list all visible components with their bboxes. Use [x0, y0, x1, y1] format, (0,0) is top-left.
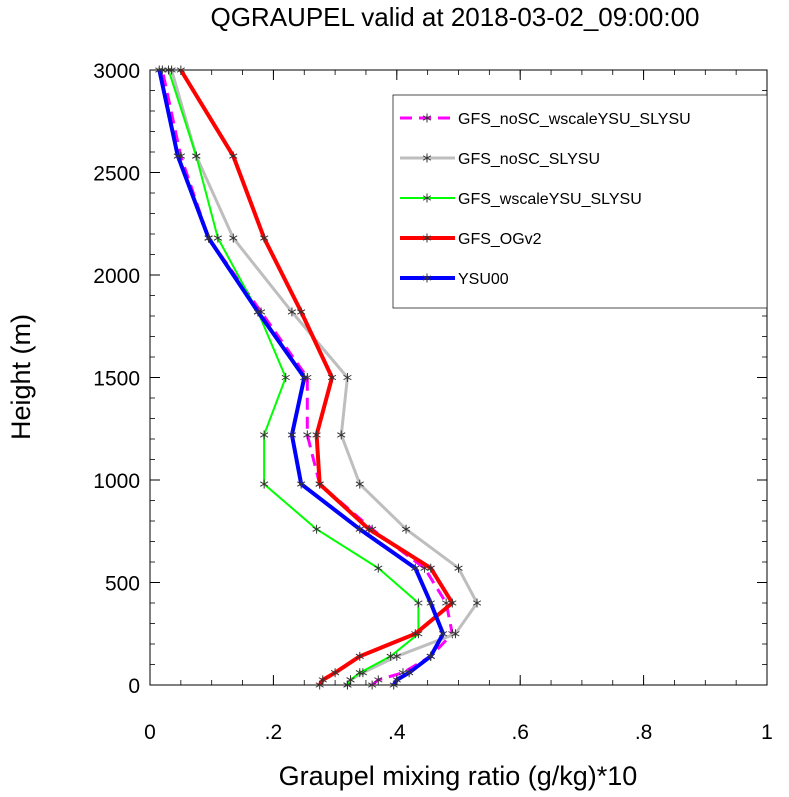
chart-title: QGRAUPEL valid at 2018-03-02_09:00:00 — [210, 2, 699, 32]
data-point — [315, 479, 324, 489]
data-point — [259, 430, 269, 440]
data-point — [386, 651, 395, 661]
data-point — [426, 651, 435, 661]
data-point — [164, 65, 173, 75]
data-point — [303, 430, 312, 440]
data-point — [367, 680, 377, 690]
data-point — [346, 675, 355, 685]
data-point — [438, 629, 448, 639]
data-point — [426, 598, 435, 608]
data-point — [318, 675, 327, 685]
data-point — [213, 233, 223, 243]
data-point — [259, 233, 269, 243]
data-point — [173, 151, 182, 161]
data-point — [300, 373, 309, 382]
legend-label: GFS_noSC_SLYSU — [458, 151, 600, 168]
data-point — [448, 598, 457, 608]
data-point — [176, 65, 185, 75]
legend-label: GFS_noSC_wscaleYSU_SLYSU — [458, 111, 691, 128]
legend-marker — [422, 193, 432, 203]
data-point — [426, 563, 435, 573]
data-point — [355, 479, 364, 489]
data-point — [155, 65, 164, 75]
data-point — [374, 675, 383, 685]
series-line-gfs-wscaleysu-slysu — [167, 69, 420, 686]
data-point — [411, 563, 420, 573]
data-point — [374, 563, 383, 573]
data-point — [355, 668, 364, 678]
data-point — [253, 307, 263, 317]
data-point — [281, 373, 290, 382]
data-point — [404, 668, 414, 678]
data-point — [414, 598, 423, 608]
data-point — [192, 151, 201, 161]
legend-box — [392, 94, 768, 309]
data-point — [392, 675, 401, 685]
x-tick-label: .6 — [511, 721, 529, 744]
data-point — [297, 307, 306, 317]
legend-marker — [422, 273, 432, 283]
x-tick-label: .2 — [265, 721, 283, 744]
y-tick-label: 2000 — [93, 265, 140, 288]
y-tick-label: 2500 — [93, 163, 140, 186]
data-point — [287, 430, 297, 440]
series-layer — [155, 65, 482, 690]
data-point — [259, 479, 269, 489]
data-point — [287, 307, 297, 317]
x-tick-label: 1 — [761, 721, 773, 744]
y-tick-label: 1000 — [93, 470, 140, 493]
data-point — [454, 563, 463, 573]
legend-label: GFS_OGv2 — [458, 231, 542, 248]
data-point — [312, 430, 321, 440]
data-point — [312, 524, 321, 534]
data-point — [337, 430, 346, 440]
legend-marker — [422, 153, 432, 163]
data-point — [327, 373, 337, 382]
x-tick-label: .4 — [388, 721, 406, 744]
data-point — [355, 651, 364, 661]
data-point — [451, 629, 460, 639]
x-tick-label: 0 — [144, 721, 156, 744]
y-tick-label: 0 — [128, 675, 140, 698]
y-tick-label: 3000 — [93, 60, 140, 83]
data-point — [204, 233, 213, 243]
legend-marker — [422, 113, 432, 123]
data-point — [355, 524, 364, 534]
legend: GFS_noSC_wscaleYSU_SLYSU GFS_noSC_SLYSU GF… — [392, 94, 768, 309]
data-point — [364, 524, 374, 534]
data-point — [229, 151, 238, 161]
y-axis-label: Height (m) — [6, 314, 36, 440]
data-point — [343, 373, 352, 382]
data-point — [411, 629, 420, 639]
y-tick-label: 1500 — [93, 368, 140, 391]
data-point — [472, 598, 482, 608]
legend-label: GFS_wscaleYSU_SLYSU — [458, 191, 642, 208]
x-axis-label: Graupel mixing ratio (g/kg)*10 — [279, 761, 638, 791]
data-point — [297, 479, 306, 489]
axis-ticks: 0 .2 .4 .6 .8 1 0 500 1000 1500 2000 2500 3000 — [93, 60, 773, 744]
y-tick-label: 500 — [105, 573, 140, 596]
x-tick-label: .8 — [635, 721, 653, 744]
data-point — [401, 524, 411, 534]
legend-label: YSU00 — [458, 271, 509, 288]
legend-marker — [422, 233, 432, 243]
data-point — [330, 668, 340, 678]
data-point — [229, 233, 238, 243]
